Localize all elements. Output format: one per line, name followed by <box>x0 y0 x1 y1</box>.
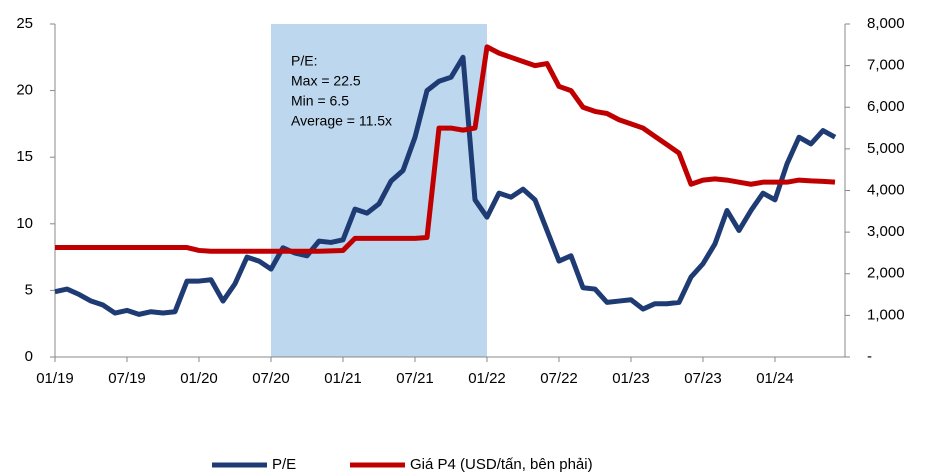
annotation: Max = 22.5 <box>291 73 361 89</box>
y2-tick-label: 2,000 <box>867 265 905 282</box>
y-tick-label: 25 <box>16 15 33 32</box>
y2-tick-label: 7,000 <box>867 57 905 74</box>
y-tick-label: 15 <box>16 148 33 165</box>
y2-tick-label: 8,000 <box>867 15 905 32</box>
series-line <box>55 44 836 254</box>
y2-tick-label: 3,000 <box>867 223 905 240</box>
y2-tick-label: 6,000 <box>867 98 905 115</box>
y2-tick-label: 5,000 <box>867 140 905 157</box>
y2-tick-label: 1,000 <box>867 306 905 323</box>
x-tick-label: 01/19 <box>36 370 74 387</box>
x-tick-label: 07/19 <box>108 370 146 387</box>
x-tick-label: 07/20 <box>252 370 290 387</box>
y2-tick-label: 4,000 <box>867 181 905 198</box>
annotation: Average = 11.5x <box>291 113 392 129</box>
y-tick-label: 20 <box>16 82 33 99</box>
legend-label: P/E <box>272 456 296 473</box>
annotation: Min = 6.5 <box>291 93 349 109</box>
x-tick-label: 01/24 <box>756 370 794 387</box>
y-tick-label: 10 <box>16 215 33 232</box>
y-tick-label: 5 <box>25 281 33 298</box>
legend-label: Giá P4 (USD/tấn, bên phải) <box>410 456 593 473</box>
x-tick-label: 07/23 <box>684 370 722 387</box>
y2-tick-label: - <box>867 348 872 365</box>
x-tick-label: 07/22 <box>540 370 578 387</box>
x-tick-label: 01/20 <box>180 370 218 387</box>
x-tick-label: 01/22 <box>468 370 506 387</box>
series-line <box>54 54 837 317</box>
x-tick-label: 01/21 <box>324 370 362 387</box>
y-tick-label: 0 <box>25 348 33 365</box>
x-tick-label: 01/23 <box>612 370 650 387</box>
annotation: P/E: <box>291 53 317 69</box>
x-tick-label: 07/21 <box>396 370 434 387</box>
